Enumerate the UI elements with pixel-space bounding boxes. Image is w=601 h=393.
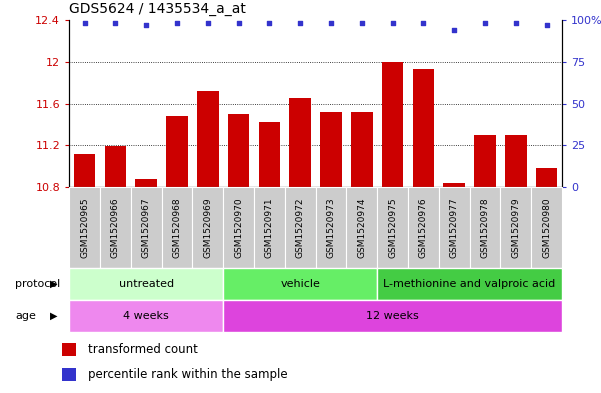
Bar (505, 135, 526, 187)
Bar (131, 187, 162, 268)
Bar (346, 187, 377, 268)
Text: GSM1520968: GSM1520968 (172, 197, 182, 258)
Text: L-methionine and valproic acid: L-methionine and valproic acid (383, 279, 556, 289)
Bar (162, 187, 192, 268)
Bar (197, 91, 219, 187)
Bar (166, 116, 188, 187)
Bar (377, 268, 562, 300)
Text: age: age (15, 311, 36, 321)
Text: ▶: ▶ (50, 279, 58, 289)
Bar (377, 187, 408, 268)
Bar (408, 187, 439, 268)
Bar (100, 187, 131, 268)
Bar (69, 300, 223, 332)
Bar (439, 187, 469, 268)
Text: GSM1520969: GSM1520969 (203, 197, 212, 258)
Text: vehicle: vehicle (280, 279, 320, 289)
Text: untreated: untreated (118, 279, 174, 289)
Bar (382, 62, 403, 187)
Bar (62, 343, 76, 356)
Bar (69, 268, 223, 300)
Point (326, 20, 336, 26)
Point (542, 22, 551, 28)
Point (295, 20, 305, 26)
Text: percentile rank within the sample: percentile rank within the sample (88, 368, 287, 381)
Bar (501, 187, 531, 268)
Bar (285, 187, 316, 268)
Bar (228, 114, 249, 187)
Bar (531, 187, 562, 268)
Bar (254, 187, 285, 268)
Bar (316, 187, 346, 268)
Text: 12 weeks: 12 weeks (366, 311, 419, 321)
Point (388, 20, 397, 26)
Bar (412, 69, 434, 187)
Point (203, 20, 213, 26)
Bar (223, 300, 562, 332)
Bar (474, 135, 496, 187)
Point (357, 20, 367, 26)
Text: GSM1520972: GSM1520972 (296, 197, 305, 257)
Bar (223, 187, 254, 268)
Bar (469, 187, 501, 268)
Bar (69, 187, 100, 268)
Text: transformed count: transformed count (88, 343, 198, 356)
Text: 4 weeks: 4 weeks (123, 311, 169, 321)
Text: GSM1520980: GSM1520980 (542, 197, 551, 258)
Bar (444, 183, 465, 187)
Text: GSM1520978: GSM1520978 (480, 197, 489, 258)
Bar (258, 122, 280, 187)
Text: GSM1520977: GSM1520977 (450, 197, 459, 258)
Text: GSM1520966: GSM1520966 (111, 197, 120, 258)
Bar (74, 154, 96, 187)
Point (511, 20, 520, 26)
Point (234, 20, 243, 26)
Point (111, 20, 120, 26)
Point (264, 20, 274, 26)
Point (172, 20, 182, 26)
Bar (105, 146, 126, 187)
Bar (223, 268, 377, 300)
Text: GSM1520979: GSM1520979 (511, 197, 520, 258)
Text: protocol: protocol (15, 279, 60, 289)
Text: ▶: ▶ (50, 311, 58, 321)
Text: GSM1520971: GSM1520971 (265, 197, 274, 258)
Bar (351, 112, 373, 187)
Text: GSM1520974: GSM1520974 (357, 197, 366, 257)
Bar (62, 368, 76, 381)
Point (450, 27, 459, 33)
Bar (535, 168, 557, 187)
Text: GSM1520965: GSM1520965 (80, 197, 89, 258)
Bar (289, 98, 311, 187)
Text: GDS5624 / 1435534_a_at: GDS5624 / 1435534_a_at (69, 2, 246, 16)
Point (480, 20, 490, 26)
Point (141, 22, 151, 28)
Bar (192, 187, 223, 268)
Bar (135, 179, 157, 187)
Text: GSM1520967: GSM1520967 (142, 197, 151, 258)
Text: GSM1520973: GSM1520973 (326, 197, 335, 258)
Text: GSM1520976: GSM1520976 (419, 197, 428, 258)
Point (418, 20, 428, 26)
Point (80, 20, 90, 26)
Text: GSM1520975: GSM1520975 (388, 197, 397, 258)
Bar (320, 112, 342, 187)
Text: GSM1520970: GSM1520970 (234, 197, 243, 258)
